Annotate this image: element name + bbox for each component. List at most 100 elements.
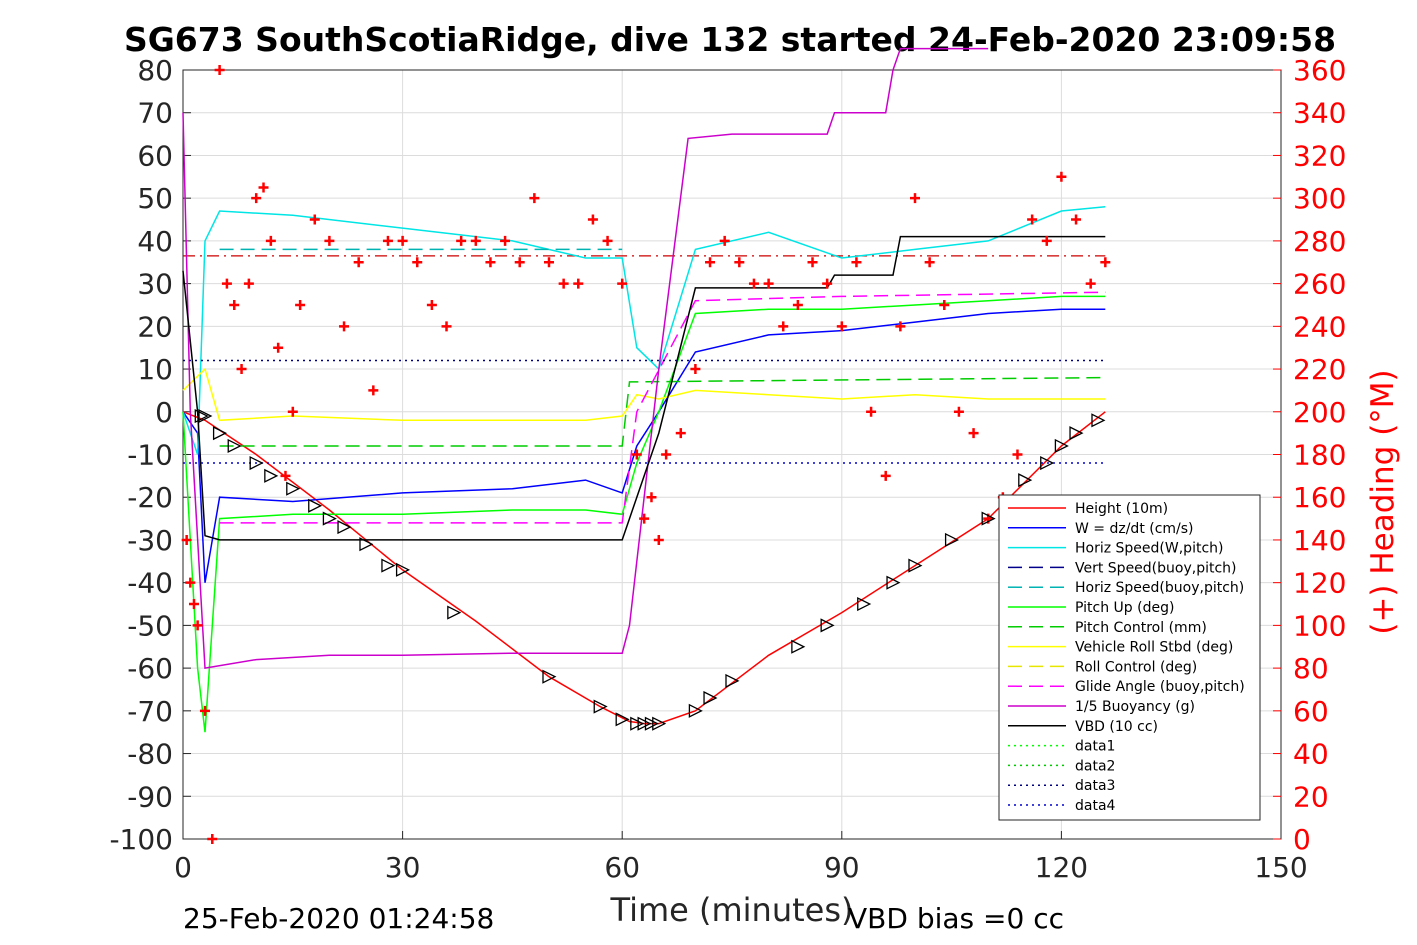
heading-point xyxy=(1012,449,1023,460)
heading-point xyxy=(353,257,364,268)
x-tick-label: 120 xyxy=(1035,851,1088,884)
legend-entry: Pitch Up (deg) xyxy=(1075,600,1174,616)
heading-point xyxy=(324,235,335,246)
y-tick-label: -10 xyxy=(127,439,173,472)
y-tick-label: -50 xyxy=(127,609,173,642)
vbd-bias-text: VBD bias =0 cc xyxy=(848,902,1064,935)
x-axis-ticks: 0 30 60 90 120 150 xyxy=(174,831,1308,884)
dive-marker xyxy=(644,716,659,731)
y2-tick-label: 220 xyxy=(1293,353,1346,386)
y2-tick-label: 0 xyxy=(1293,823,1311,856)
heading-point xyxy=(258,182,269,193)
dive-marker xyxy=(820,618,835,633)
heading-point xyxy=(1041,235,1052,246)
heading-point xyxy=(734,257,745,268)
heading-point xyxy=(602,235,613,246)
heading-point xyxy=(1056,171,1067,182)
y2-tick-label: 240 xyxy=(1293,310,1346,343)
y2-tick-label: 340 xyxy=(1293,97,1346,130)
x-tick-label: 0 xyxy=(174,851,192,884)
heading-point xyxy=(719,235,730,246)
heading-point xyxy=(456,235,467,246)
series-line-pitch-control-mm xyxy=(219,376,1106,447)
y2-tick-label: 60 xyxy=(1293,695,1329,728)
heading-layer xyxy=(181,65,1111,844)
heading-point xyxy=(939,299,950,310)
y-tick-label: 0 xyxy=(155,396,173,429)
legend-entry: 1/5 Buoyancy (g) xyxy=(1075,699,1195,715)
heading-point xyxy=(470,235,481,246)
y-tick-label: -60 xyxy=(127,652,173,685)
y-tick-label: 70 xyxy=(137,97,173,130)
heading-point xyxy=(880,470,891,481)
y-tick-label: -90 xyxy=(127,780,173,813)
dive-marker xyxy=(1091,413,1106,428)
dive-marker xyxy=(652,716,667,731)
heading-point xyxy=(1071,214,1082,225)
heading-point xyxy=(763,278,774,289)
dive-marker xyxy=(615,712,630,727)
heading-point xyxy=(661,449,672,460)
y-tick-label: 60 xyxy=(137,139,173,172)
legend-entry: Height (10m) xyxy=(1075,501,1168,517)
heading-point xyxy=(748,278,759,289)
y2-tick-label: 80 xyxy=(1293,652,1329,685)
y-tick-label: 30 xyxy=(137,268,173,301)
heading-point xyxy=(1085,278,1096,289)
y2-tick-label: 20 xyxy=(1293,780,1329,813)
legend: Height (10m) W = dz/dt (cm/s) Horiz Speed(… xyxy=(998,494,1261,821)
heading-point xyxy=(273,342,284,353)
heading-point xyxy=(181,534,192,545)
dive-marker xyxy=(593,699,608,714)
y-tick-label: -20 xyxy=(127,481,173,514)
dive-marker xyxy=(264,468,279,483)
heading-point xyxy=(243,278,254,289)
heading-point xyxy=(807,257,818,268)
legend-entry: Vert Speed(buoy,pitch) xyxy=(1075,560,1237,576)
right-axis-label: (+) Heading (°M) xyxy=(1365,369,1401,634)
heading-point xyxy=(573,278,584,289)
legend-box xyxy=(998,494,1261,821)
heading-point xyxy=(309,214,320,225)
heading-point xyxy=(646,492,657,503)
y2-tick-label: 100 xyxy=(1293,609,1346,642)
y2-tick-label: 40 xyxy=(1293,738,1329,771)
heading-point xyxy=(426,299,437,310)
y-tick-label: 40 xyxy=(137,225,173,258)
legend-entry: Pitch Control (mm) xyxy=(1075,620,1207,636)
heading-point xyxy=(953,406,964,417)
right-axis-ticks: 0 20 40 60 80 100 120 140 160 180 200 220 240 260 280 3… xyxy=(1273,54,1346,856)
heading-point xyxy=(587,214,598,225)
heading-point xyxy=(251,193,262,204)
dive-marker xyxy=(703,690,718,706)
dive-marker-layer xyxy=(194,408,1106,731)
dive-marker xyxy=(286,481,301,496)
heading-point xyxy=(639,513,650,524)
legend-entry: Glide Angle (buoy,pitch) xyxy=(1075,679,1245,695)
y2-tick-label: 200 xyxy=(1293,396,1346,429)
heading-point xyxy=(836,321,847,332)
series-layer xyxy=(182,47,1106,733)
dive-marker xyxy=(1054,438,1069,454)
heading-point xyxy=(778,321,789,332)
heading-point xyxy=(1027,214,1038,225)
y-tick-label: -30 xyxy=(127,524,173,557)
y2-tick-label: 160 xyxy=(1293,481,1346,514)
heading-point xyxy=(485,257,496,268)
heading-point xyxy=(221,278,232,289)
y2-tick-label: 280 xyxy=(1293,225,1346,258)
legend-entry: data4 xyxy=(1075,798,1116,814)
heading-point xyxy=(207,834,218,844)
heading-point xyxy=(287,406,298,417)
y-tick-label: -70 xyxy=(127,695,173,728)
y2-tick-label: 320 xyxy=(1293,139,1346,172)
series-line-vbd-10-cc xyxy=(182,235,1106,541)
heading-point xyxy=(617,278,628,289)
heading-point xyxy=(866,406,877,417)
dive-marker xyxy=(908,558,923,573)
heading-point xyxy=(295,299,306,310)
x-tick-label: 150 xyxy=(1254,851,1307,884)
heading-point xyxy=(441,321,452,332)
heading-point xyxy=(280,470,291,481)
dive-marker xyxy=(359,537,374,552)
